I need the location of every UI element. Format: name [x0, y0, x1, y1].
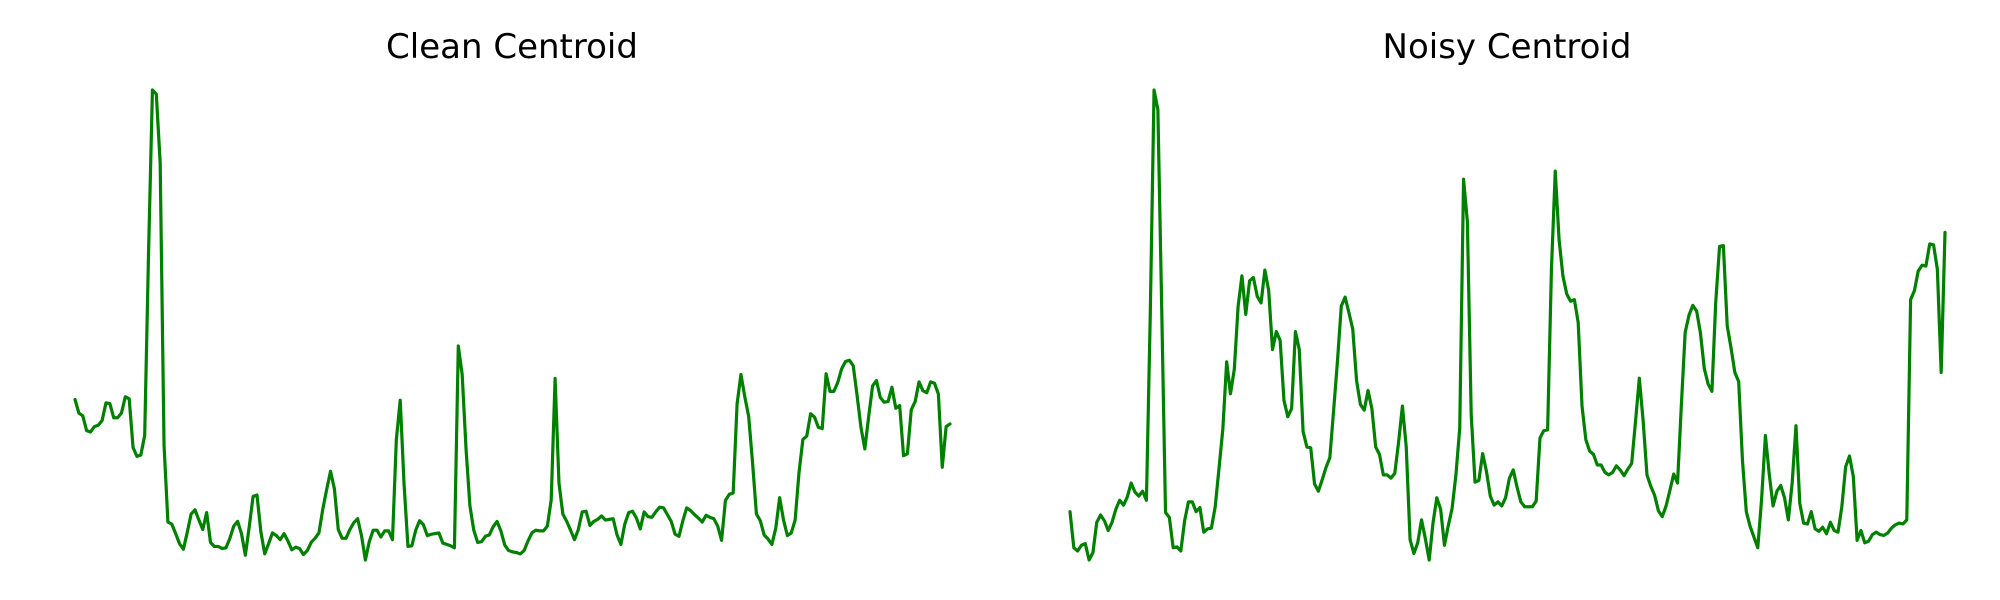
series-line-noisy-0 — [1068, 88, 1947, 562]
plot-area-noisy-centroid — [1068, 88, 1947, 562]
plot-area-clean-centroid — [73, 88, 952, 562]
chart-title-clean-centroid: Clean Centroid — [386, 27, 638, 67]
chart-title-noisy-centroid: Noisy Centroid — [1383, 27, 1632, 67]
series-line-clean-0 — [73, 88, 952, 562]
